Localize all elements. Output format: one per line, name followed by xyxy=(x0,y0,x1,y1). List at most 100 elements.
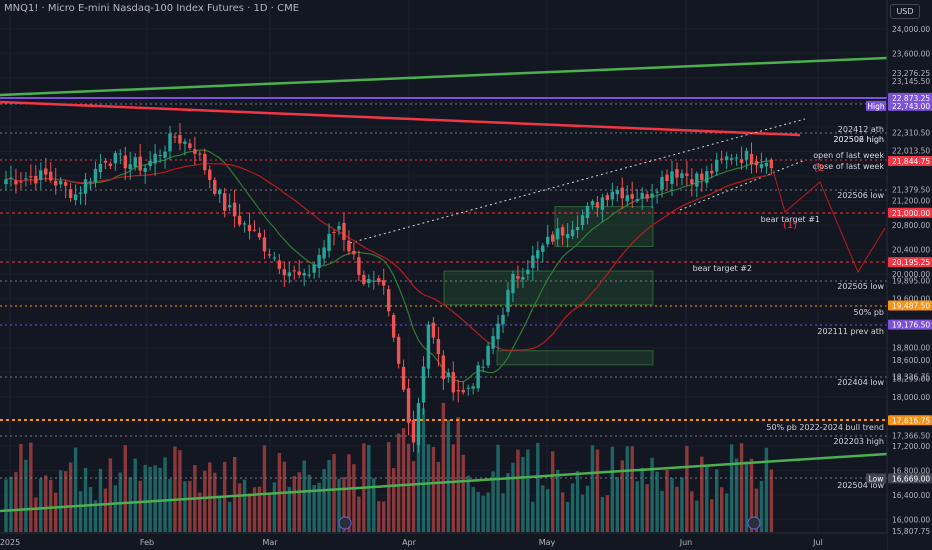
volume-bar xyxy=(352,464,356,532)
volume-bar xyxy=(471,486,475,532)
candle-body xyxy=(173,136,177,138)
volume-bar xyxy=(585,485,590,532)
level-label: close of last week xyxy=(813,162,885,171)
volume-bar xyxy=(729,444,734,532)
candle-body xyxy=(531,255,535,268)
candle-body xyxy=(605,195,610,200)
candle-body xyxy=(332,231,336,233)
volume-bar xyxy=(83,467,88,532)
candle-body xyxy=(575,227,580,231)
price-tag-badge xyxy=(866,473,886,484)
volume-bar xyxy=(456,417,460,532)
candle-body xyxy=(516,276,520,279)
price-tick-label: 24,000.00 xyxy=(892,25,930,34)
volume-bar xyxy=(153,465,157,532)
long-term-trend-line xyxy=(0,56,888,97)
price-tag xyxy=(888,207,932,218)
candle-body xyxy=(213,179,217,194)
candle-body xyxy=(401,366,406,390)
volume-bar xyxy=(536,442,540,532)
symbol-title[interactable]: MNQ1! · Micro E-mini Nasdaq-100 Index Fu… xyxy=(4,3,300,14)
candle-body xyxy=(406,388,411,423)
price-tag-value: 19,176.50 xyxy=(892,321,930,330)
candle-body xyxy=(521,277,525,280)
currency-button[interactable]: USD xyxy=(890,4,920,19)
candle-body xyxy=(222,193,227,211)
price-tag xyxy=(888,257,932,268)
volume-bar xyxy=(168,478,172,532)
volume-bar xyxy=(198,492,202,532)
volume-bar xyxy=(327,459,331,532)
candle-body xyxy=(272,257,277,259)
volume-bar xyxy=(695,500,699,532)
candle-body xyxy=(337,226,341,230)
volume-bar xyxy=(88,486,93,532)
candle-body xyxy=(496,323,500,340)
candle-body xyxy=(541,245,545,252)
volume-bars xyxy=(4,402,774,532)
candle-body xyxy=(650,193,654,198)
level-label: open of last week xyxy=(813,151,884,160)
price-tag-badge-label: High xyxy=(867,102,884,111)
volume-bar xyxy=(560,492,565,532)
volume-bar xyxy=(232,456,237,532)
level-label: bear target #2 xyxy=(693,264,752,273)
candle-body xyxy=(610,191,615,200)
volume-bar xyxy=(203,470,207,532)
volume-bar xyxy=(491,471,495,532)
candle-body xyxy=(292,270,296,272)
candle-body xyxy=(570,229,575,237)
candle-body xyxy=(24,178,28,180)
volume-bar xyxy=(486,492,490,532)
volume-bar xyxy=(242,479,247,532)
price-tag-value: 19,487.50 xyxy=(892,302,930,311)
demand-zone xyxy=(443,270,654,306)
time-axis-background xyxy=(0,533,887,550)
volume-bar xyxy=(24,459,28,532)
volume-bar xyxy=(719,487,724,532)
volume-bar xyxy=(749,458,754,532)
candle-body xyxy=(680,173,684,179)
volume-bar xyxy=(342,477,346,532)
volume-bar xyxy=(754,488,759,532)
candle-body xyxy=(536,250,540,259)
volume-bar xyxy=(9,476,13,532)
price-tick-label: 19,600.00 xyxy=(892,295,930,304)
projection-marker: (2 xyxy=(814,163,824,174)
price-tag-value: 17,616.75 xyxy=(892,416,930,425)
candle-body xyxy=(431,322,436,338)
price-tag xyxy=(888,300,932,311)
candle-body xyxy=(526,269,530,275)
candle-body xyxy=(203,153,207,171)
candle-body xyxy=(44,168,48,175)
resistance-trend-line xyxy=(0,100,801,137)
volume-bar xyxy=(710,499,714,532)
volume-bar xyxy=(570,483,575,532)
volume-bar xyxy=(481,495,485,532)
volume-bar xyxy=(382,501,386,532)
volume-bar xyxy=(44,475,48,532)
candle-body xyxy=(705,171,709,183)
candle-body xyxy=(421,366,426,403)
candle-body xyxy=(113,152,118,164)
candle-body xyxy=(560,227,565,236)
time-tick-label: 2025 xyxy=(0,538,20,547)
candle-body xyxy=(580,215,585,226)
volume-bar xyxy=(620,460,624,532)
candle-body xyxy=(347,240,351,252)
volume-bar xyxy=(34,497,38,532)
candle-body xyxy=(446,372,451,378)
price-tag-value: 22,873.25 xyxy=(892,94,930,103)
volume-bar xyxy=(506,473,510,532)
candle-body xyxy=(436,338,441,355)
candle-body xyxy=(93,168,98,183)
candle-body xyxy=(754,161,759,166)
candle-body xyxy=(218,190,222,195)
price-tick-label: 16,800.00 xyxy=(892,466,930,475)
volume-bar xyxy=(660,491,664,532)
price-tag xyxy=(888,155,932,166)
time-axis[interactable]: 2025 Feb Mar Apr May Jun Jul xyxy=(0,532,887,550)
horizontal-levels xyxy=(0,97,887,479)
